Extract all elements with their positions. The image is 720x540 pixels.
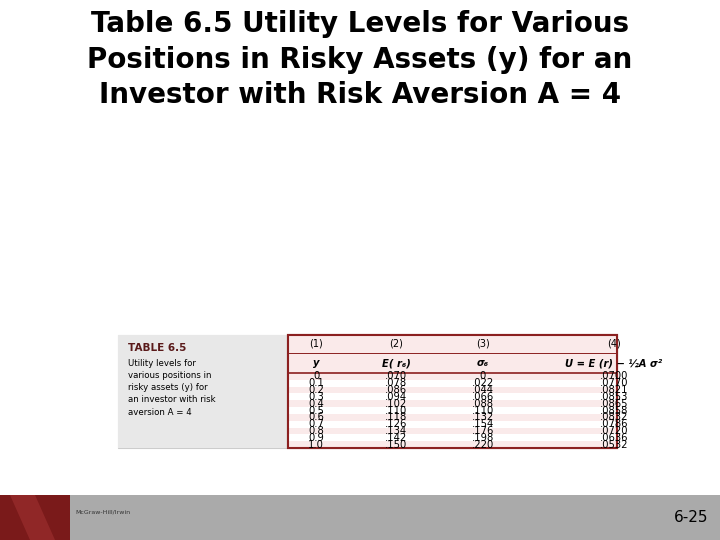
Polygon shape	[10, 495, 55, 540]
Text: 1.0: 1.0	[308, 440, 324, 450]
Text: .0853: .0853	[600, 392, 628, 402]
Bar	[118, 335, 288, 448]
Text: .102: .102	[385, 399, 407, 409]
Bar	[288, 428, 617, 434]
Text: U = E (r) − ½A σ²: U = E (r) − ½A σ²	[565, 358, 662, 368]
Text: .0786: .0786	[600, 419, 629, 429]
Bar	[0, 495, 720, 540]
Text: Table 6.5 Utility Levels for Various
Positions in Risky Assets (y) for an
Invest: Table 6.5 Utility Levels for Various Pos…	[87, 10, 633, 110]
Text: 6-25: 6-25	[673, 510, 708, 525]
Text: 0: 0	[313, 372, 319, 381]
Text: .0770: .0770	[600, 378, 629, 388]
Text: .134: .134	[385, 426, 407, 436]
Text: (3): (3)	[476, 339, 490, 349]
Text: .150: .150	[385, 440, 407, 450]
Text: .088: .088	[472, 399, 494, 409]
Text: .0720: .0720	[600, 426, 629, 436]
Text: σ₆: σ₆	[477, 358, 489, 368]
Text: (2): (2)	[389, 339, 403, 349]
Bar	[288, 353, 617, 373]
Text: (4): (4)	[607, 339, 621, 349]
Text: .198: .198	[472, 433, 494, 443]
Text: 0.2: 0.2	[308, 385, 324, 395]
Text: .044: .044	[472, 385, 494, 395]
Text: 0.1: 0.1	[308, 378, 324, 388]
Bar	[288, 335, 617, 448]
Bar	[288, 400, 617, 407]
Text: .118: .118	[385, 413, 407, 422]
Bar	[288, 335, 617, 353]
Text: .142: .142	[385, 433, 407, 443]
Bar	[288, 380, 617, 387]
Text: .0636: .0636	[600, 433, 629, 443]
Text: 0: 0	[480, 372, 486, 381]
Bar	[288, 407, 617, 414]
Text: .176: .176	[472, 426, 494, 436]
Text: 0.8: 0.8	[308, 426, 324, 436]
Bar	[0, 495, 70, 540]
Bar	[288, 394, 617, 400]
Text: Utility levels for
various positions in
risky assets (y) for
an investor with ri: Utility levels for various positions in …	[128, 359, 215, 416]
Text: .0700: .0700	[600, 372, 628, 381]
Text: .0865: .0865	[600, 399, 629, 409]
Text: TABLE 6.5: TABLE 6.5	[128, 343, 186, 353]
Text: 0.5: 0.5	[308, 406, 324, 415]
Text: .110: .110	[385, 406, 407, 415]
Bar	[118, 335, 617, 448]
Text: .094: .094	[385, 392, 407, 402]
Bar	[288, 373, 617, 380]
Text: .0532: .0532	[600, 440, 629, 450]
Text: .110: .110	[472, 406, 494, 415]
Text: 0.4: 0.4	[308, 399, 324, 409]
Text: 0.3: 0.3	[308, 392, 324, 402]
Text: .0832: .0832	[600, 413, 628, 422]
Bar	[288, 441, 617, 448]
Text: y: y	[312, 358, 319, 368]
Text: .132: .132	[472, 413, 494, 422]
Text: 0.7: 0.7	[308, 419, 324, 429]
Text: .078: .078	[385, 378, 407, 388]
Text: 0.6: 0.6	[308, 413, 324, 422]
Text: .070: .070	[385, 372, 407, 381]
Bar	[288, 414, 617, 421]
Bar	[288, 387, 617, 394]
Text: .0858: .0858	[600, 406, 628, 415]
Text: .022: .022	[472, 378, 494, 388]
Bar	[288, 421, 617, 428]
Text: .126: .126	[384, 419, 408, 429]
Text: .154: .154	[472, 419, 494, 429]
Text: .220: .220	[472, 440, 494, 450]
Text: E( r₆): E( r₆)	[382, 358, 410, 368]
Text: McGraw-Hill/Irwin: McGraw-Hill/Irwin	[75, 510, 130, 515]
Text: .086: .086	[385, 385, 407, 395]
Text: .0821: .0821	[600, 385, 629, 395]
Bar	[288, 434, 617, 441]
Text: (1): (1)	[309, 339, 323, 349]
Text: .066: .066	[472, 392, 494, 402]
Bar	[288, 335, 617, 448]
Text: 0.9: 0.9	[308, 433, 324, 443]
